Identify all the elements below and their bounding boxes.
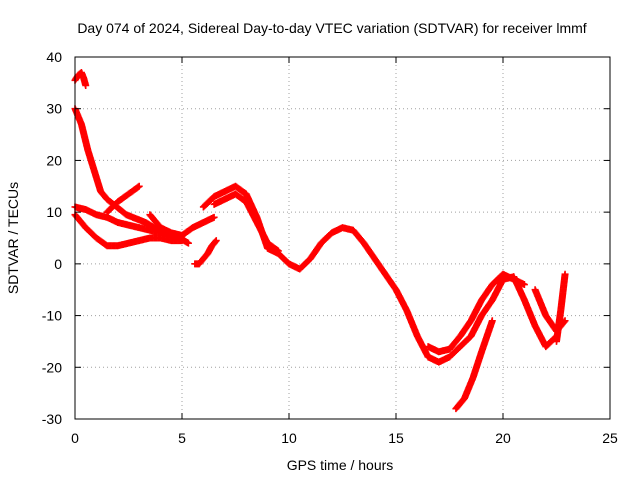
series-arc-5 bbox=[103, 182, 143, 216]
x-tick-label: 20 bbox=[495, 430, 511, 446]
data-point bbox=[212, 237, 220, 245]
y-tick-label: 40 bbox=[46, 49, 62, 65]
y-tick-label: 30 bbox=[46, 101, 62, 117]
data-point bbox=[82, 81, 90, 89]
series-arc-4 bbox=[71, 203, 165, 237]
series-arc-1 bbox=[71, 69, 90, 89]
y-axis-label: SDTVAR / TECUs bbox=[5, 182, 21, 294]
data-point bbox=[210, 213, 218, 221]
series-arc-12 bbox=[510, 273, 560, 351]
x-axis-ticks: 0 5 10 15 20 25 bbox=[71, 57, 618, 446]
x-tick-label: 25 bbox=[602, 430, 618, 446]
data-point bbox=[211, 238, 219, 246]
x-tick-label: 15 bbox=[388, 430, 404, 446]
x-tick-label: 10 bbox=[281, 430, 297, 446]
y-tick-label: -20 bbox=[42, 359, 62, 375]
series-arc-9 bbox=[210, 190, 282, 255]
series-arc-14 bbox=[553, 270, 569, 345]
series-arc-11 bbox=[452, 317, 496, 413]
y-axis-ticks: -30 -20 -10 0 10 20 30 40 bbox=[42, 49, 610, 427]
x-axis-label: GPS time / hours bbox=[287, 457, 394, 473]
series-arc-7 bbox=[191, 237, 220, 268]
series-arc-10 bbox=[424, 270, 528, 356]
chart-title: Day 074 of 2024, Sidereal Day-to-day VTE… bbox=[77, 20, 586, 36]
y-tick-label: 10 bbox=[46, 204, 62, 220]
data-point bbox=[488, 317, 496, 325]
x-tick-label: 0 bbox=[71, 430, 79, 446]
data-point bbox=[561, 270, 569, 278]
data-point bbox=[520, 281, 528, 289]
y-tick-label: 20 bbox=[46, 152, 62, 168]
y-tick-label: -30 bbox=[42, 411, 62, 427]
series-arc-6 bbox=[146, 211, 218, 239]
data-points bbox=[71, 69, 569, 413]
data-point bbox=[274, 247, 282, 255]
y-tick-label: 0 bbox=[54, 256, 62, 272]
x-tick-label: 5 bbox=[178, 430, 186, 446]
series-arc-3 bbox=[71, 211, 186, 250]
data-point bbox=[184, 239, 192, 247]
plot-frame bbox=[74, 56, 611, 420]
y-tick-label: -10 bbox=[42, 308, 62, 324]
data-point bbox=[135, 182, 143, 190]
